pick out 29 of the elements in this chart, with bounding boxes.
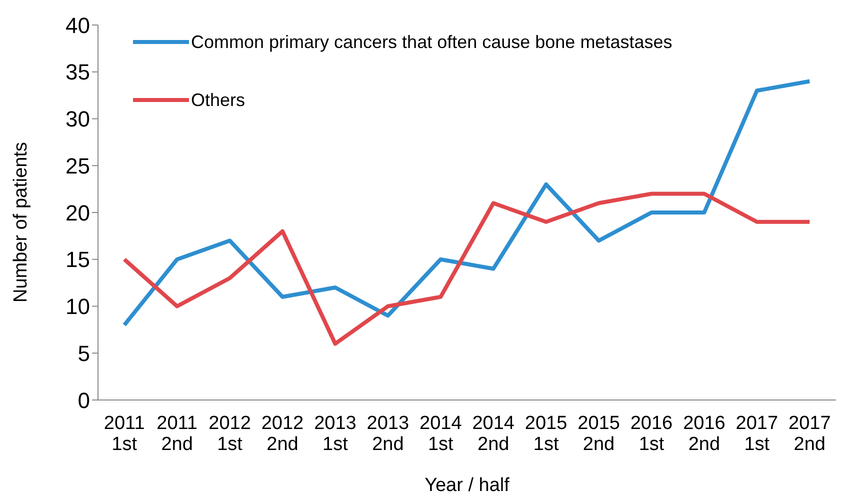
x-tick-label: 2017 2nd <box>788 413 831 455</box>
x-tick-label: 2015 1st <box>524 413 568 455</box>
y-tick-label: 5 <box>78 340 90 366</box>
x-tick-label: 2011 1st <box>104 413 145 455</box>
line-series <box>122 192 812 346</box>
y-tick-label: 20 <box>66 200 90 226</box>
x-tick-label: 2015 2nd <box>578 413 620 455</box>
legend-label: Common primary cancers that often cause bone metastases <box>191 32 672 52</box>
legend-label: Others <box>191 90 246 110</box>
x-tick-label: 2016 2nd <box>683 413 726 455</box>
x-tick-label: 2016 1st <box>630 413 673 455</box>
y-tick-label: 40 <box>66 12 90 38</box>
y-tick-label: 30 <box>66 106 90 132</box>
x-tick-label: 2013 2nd <box>366 413 410 455</box>
x-tick-label: 2014 1st <box>420 413 462 455</box>
x-tick-label: 2014 2nd <box>472 413 515 455</box>
line-series <box>122 79 812 327</box>
y-axis-title: Number of patients <box>10 142 32 302</box>
y-tick-label: 10 <box>66 294 90 320</box>
x-tick-label: 2017 1st <box>736 413 778 455</box>
x-tick-label: 2013 1st <box>314 413 356 455</box>
y-tick-label: 35 <box>66 60 90 85</box>
y-tick-label: 15 <box>66 247 90 272</box>
x-axis-title: Year / half <box>424 475 510 495</box>
x-tick-label: 2012 2nd <box>261 413 304 455</box>
x-tick-label: 2012 1st <box>208 413 251 455</box>
x-tick-label: 2011 2nd <box>156 413 198 455</box>
y-tick-label: 0 <box>78 388 90 413</box>
y-tick-label: 25 <box>66 153 90 178</box>
